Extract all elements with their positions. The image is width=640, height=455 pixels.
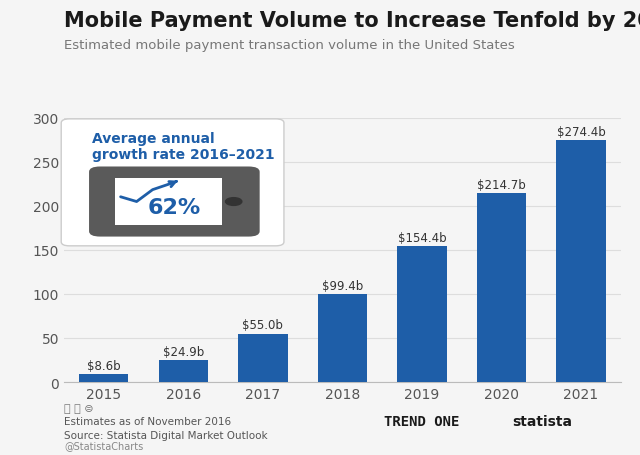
Text: Ⓒ ⓘ ⊜: Ⓒ ⓘ ⊜ [64,403,93,413]
Text: TREND ONE: TREND ONE [384,414,460,428]
Bar [397,246,447,382]
Text: $24.9b: $24.9b [163,345,204,358]
Text: $274.4b: $274.4b [557,126,605,139]
Text: Estimated mobile payment transaction volume in the United States: Estimated mobile payment transaction vol… [64,39,515,52]
Text: statista: statista [512,414,572,428]
Text: Average annual
growth rate 2016–2021: Average annual growth rate 2016–2021 [92,131,275,162]
FancyBboxPatch shape [115,178,222,226]
Text: Mobile Payment Volume to Increase Tenfold by 2021: Mobile Payment Volume to Increase Tenfol… [64,11,640,31]
FancyBboxPatch shape [61,120,284,246]
Text: $8.6b: $8.6b [87,359,120,373]
Text: Estimates as of November 2016: Estimates as of November 2016 [64,416,231,426]
Bar [317,295,367,382]
Text: $214.7b: $214.7b [477,178,526,191]
Text: $55.0b: $55.0b [243,318,284,332]
Text: $99.4b: $99.4b [322,279,363,293]
Text: 62%: 62% [147,198,200,218]
Circle shape [225,198,242,206]
Bar [477,193,526,382]
Text: $154.4b: $154.4b [397,231,446,244]
Bar [238,334,287,382]
Bar [556,141,605,382]
FancyBboxPatch shape [89,167,260,237]
Bar [159,360,208,382]
Bar [79,374,129,382]
Text: Source: Statista Digital Market Outlook: Source: Statista Digital Market Outlook [64,430,268,440]
Text: @StatistaCharts: @StatistaCharts [64,440,143,450]
